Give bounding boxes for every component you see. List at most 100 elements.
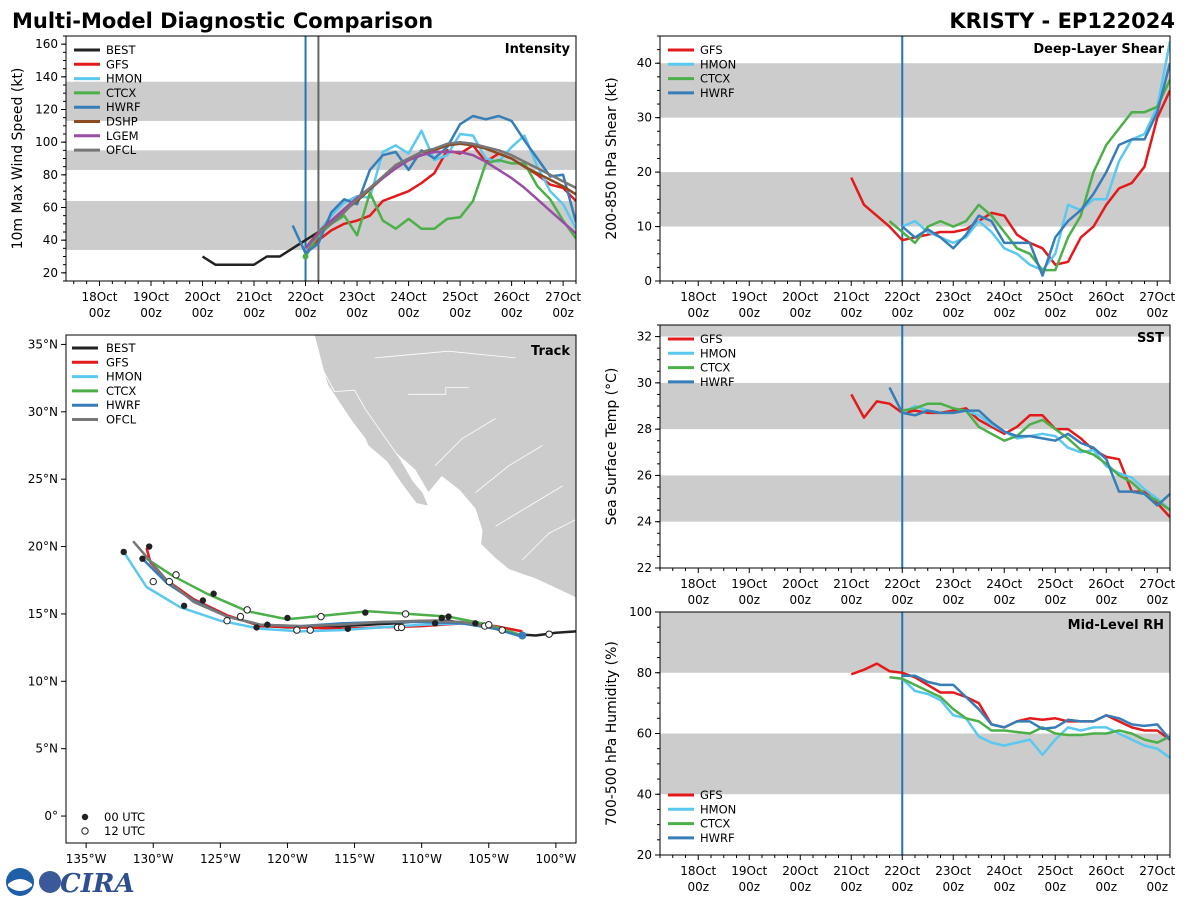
position-12utc-marker xyxy=(317,612,325,621)
x-tick-hour: 00z xyxy=(993,306,1015,320)
legend-label: BEST xyxy=(106,43,136,57)
legend-label: OFCL xyxy=(106,143,137,157)
x-tick-label: 115°W xyxy=(334,852,375,866)
x-tick-label: 135°W xyxy=(66,852,107,866)
series-line-best xyxy=(201,230,320,266)
y-tick-label: 10 xyxy=(637,220,652,234)
series-line-ctcx xyxy=(304,158,576,258)
state-border xyxy=(374,350,516,359)
x-tick-day: 24Oct xyxy=(986,864,1022,878)
x-tick-label: 130°W xyxy=(133,852,174,866)
x-tick-label: 125°W xyxy=(200,852,241,866)
x-tick-day: 26Oct xyxy=(1088,577,1124,591)
x-tick-hour: 00z xyxy=(789,593,811,607)
x-tick-hour: 00z xyxy=(687,880,709,894)
x-tick-day: 18Oct xyxy=(81,290,117,304)
position-00utc-marker xyxy=(264,621,271,628)
shaded-band xyxy=(66,200,576,250)
position-00utc-marker xyxy=(284,614,291,622)
x-tick-hour: 00z xyxy=(993,593,1015,607)
y-tick-label: 40 xyxy=(637,56,652,70)
x-tick-day: 24Oct xyxy=(986,290,1022,304)
y-tick-label: 5°N xyxy=(35,742,58,756)
y-axis-label: 200-850 hPa Shear (kt) xyxy=(604,77,620,239)
legend-label: HMON xyxy=(106,370,142,384)
x-tick-hour: 00z xyxy=(891,306,913,320)
legend-label: HMON xyxy=(106,72,142,86)
x-tick-day: 21Oct xyxy=(833,290,869,304)
position-00utc-marker xyxy=(445,613,452,620)
legend-label: 00 UTC xyxy=(104,810,145,824)
panel-title: Intensity xyxy=(505,42,571,57)
legend-00utc-marker xyxy=(81,813,89,821)
current-position-marker xyxy=(518,631,527,640)
x-tick-day: 25Oct xyxy=(1037,290,1073,304)
intensity-panel: 20 40 60 80 100 120 140 160 18Oct 00z 19Oct 00z 20Oc… xyxy=(10,35,581,320)
x-tick-hour: 00z xyxy=(789,880,811,894)
shaded-band xyxy=(660,733,1170,795)
y-tick-label: 24 xyxy=(637,515,652,529)
legend-label: GFS xyxy=(700,788,723,802)
position-12utc-marker xyxy=(293,626,301,634)
position-12utc-marker xyxy=(397,623,406,632)
series-line-ofcl xyxy=(317,140,576,234)
axes-frame xyxy=(65,334,577,844)
y-tick-label: 140 xyxy=(35,70,58,84)
y-tick-label: 60 xyxy=(43,201,58,215)
y-tick-label: 120 xyxy=(35,103,58,117)
x-tick-hour: 00z xyxy=(1095,593,1117,607)
legend-label: HMON xyxy=(700,57,736,71)
x-tick-hour: 00z xyxy=(346,306,368,320)
x-tick-hour: 00z xyxy=(1146,306,1168,320)
x-tick-label: 120°W xyxy=(267,852,308,866)
shaded-band xyxy=(660,612,1170,673)
y-tick-label: 160 xyxy=(35,37,58,51)
x-tick-hour: 00z xyxy=(840,880,862,894)
y-tick-label: 30 xyxy=(637,376,652,390)
x-tick-day: 26Oct xyxy=(494,290,530,304)
x-tick-hour: 00z xyxy=(942,593,964,607)
x-tick-hour: 00z xyxy=(1095,880,1117,894)
x-tick-hour: 00z xyxy=(738,306,760,320)
position-00utc-marker xyxy=(344,625,352,632)
panel-title: Track xyxy=(531,344,570,359)
x-tick-hour: 00z xyxy=(993,880,1015,894)
rh-panel: 20 40 60 80 100 18Oct 00z 19Oct 00z 20Oct 00z 21Oct… xyxy=(604,605,1176,894)
state-border xyxy=(434,418,496,466)
shaded-band xyxy=(660,325,1170,337)
legend-label: 12 UTC xyxy=(104,824,145,838)
position-12utc-marker xyxy=(401,610,410,618)
y-tick-label: 15°N xyxy=(28,607,58,621)
x-tick-hour: 00z xyxy=(738,593,760,607)
x-tick-day: 27Oct xyxy=(1139,290,1175,304)
y-tick-label: 32 xyxy=(637,330,652,344)
baja-california xyxy=(323,371,430,507)
series-line-ctcx xyxy=(889,676,1170,744)
y-tick-label: 60 xyxy=(637,727,652,741)
legend-label: CTCX xyxy=(106,86,136,100)
legend-label: HMON xyxy=(700,346,736,360)
position-12utc-marker xyxy=(165,577,174,586)
legend-label: GFS xyxy=(700,43,723,57)
x-tick-hour: 00z xyxy=(1044,593,1066,607)
x-tick-day: 24Oct xyxy=(986,577,1022,591)
y-tick-label: 40 xyxy=(43,233,58,247)
series-line-hwrf xyxy=(902,674,1170,741)
x-tick-hour: 00z xyxy=(687,593,709,607)
position-00utc-marker xyxy=(431,620,439,627)
position-12utc-marker xyxy=(545,630,553,638)
state-border xyxy=(522,519,576,561)
legend-label: HWRF xyxy=(106,398,141,412)
x-tick-day: 25Oct xyxy=(442,290,478,304)
position-00utc-marker xyxy=(210,590,217,597)
x-tick-day: 22Oct xyxy=(884,864,920,878)
series-line-ctcx xyxy=(902,402,1170,512)
x-tick-hour: 00z xyxy=(942,306,964,320)
y-tick-label: 80 xyxy=(43,168,58,182)
series-line-gfs xyxy=(850,89,1170,266)
x-tick-day: 22Oct xyxy=(884,290,920,304)
sst-panel: 22 24 26 28 30 32 18Oct 00z 19Oct 00z 20Oct 00z 21Oc… xyxy=(604,324,1176,607)
legend-label: HWRF xyxy=(700,375,735,389)
legend-label: GFS xyxy=(700,332,723,346)
